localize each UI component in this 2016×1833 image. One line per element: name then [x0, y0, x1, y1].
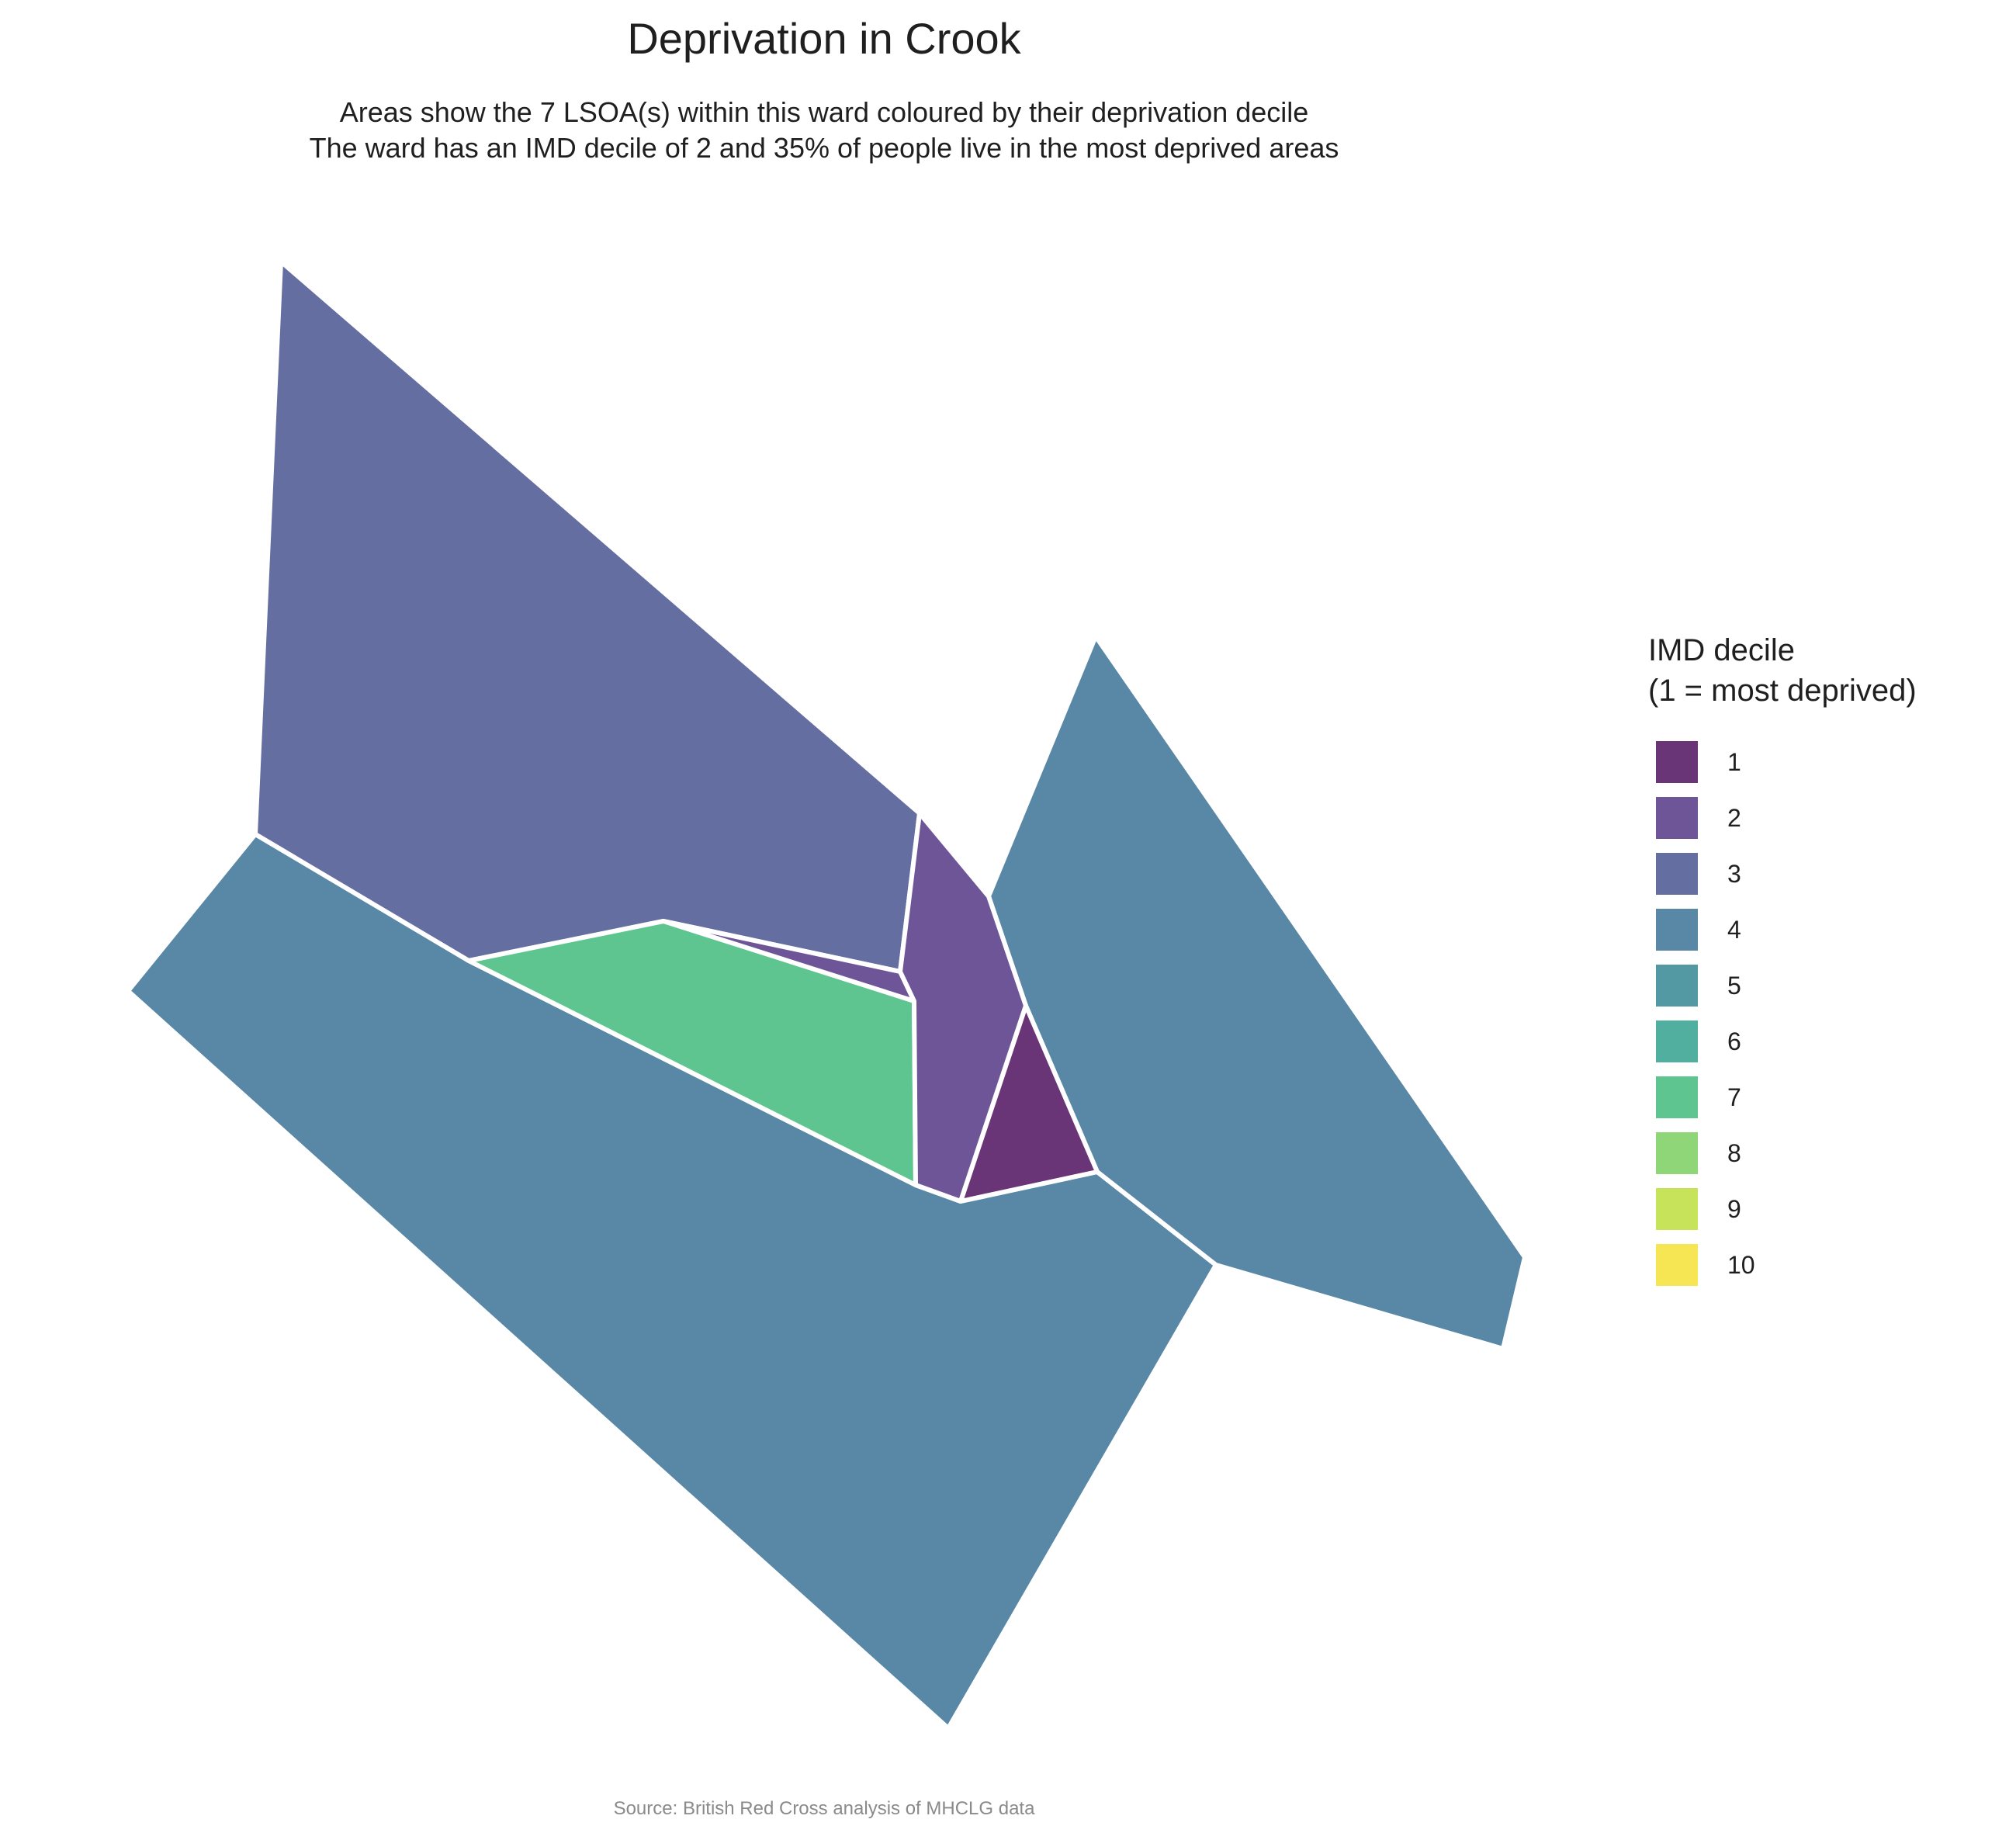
legend-title-line-2: (1 = most deprived) — [1648, 674, 1917, 708]
legend-item-6: 6 — [1648, 1014, 2005, 1069]
legend-swatch-4 — [1656, 909, 1698, 951]
map-subtitle-line-1: Areas show the 7 LSOA(s) within this war… — [339, 96, 1309, 128]
legend-swatch-10 — [1656, 1244, 1698, 1286]
lsoa-area-north-west — [253, 259, 922, 974]
legend-label-1: 1 — [1727, 747, 1741, 776]
legend-item-1: 1 — [1648, 734, 2005, 790]
legend-item-5: 5 — [1648, 958, 2005, 1014]
legend-item-9: 9 — [1648, 1181, 2005, 1237]
legend-item-4: 4 — [1648, 902, 2005, 958]
legend-label-5: 5 — [1727, 971, 1741, 1000]
legend-label-4: 4 — [1727, 915, 1741, 944]
legend-label-7: 7 — [1727, 1083, 1741, 1111]
legend-swatch-8 — [1656, 1132, 1698, 1174]
legend-item-3: 3 — [1648, 846, 2005, 902]
legend-swatch-9 — [1656, 1188, 1698, 1230]
legend-swatch-1 — [1656, 741, 1698, 783]
source-caption: Source: British Red Cross analysis of MH… — [613, 1798, 1035, 1819]
legend-swatch-5 — [1656, 965, 1698, 1007]
lsoa-area-triangle — [958, 1003, 1100, 1204]
legend-item-8: 8 — [1648, 1125, 2005, 1181]
map-title: Deprivation in Crook — [627, 14, 1021, 63]
legend: IMD decile (1 = most deprived) 1 2 3 4 5… — [1648, 630, 2005, 1293]
legend-label-8: 8 — [1727, 1138, 1741, 1167]
map-subtitle-line-2: The ward has an IMD decile of 2 and 35% … — [309, 132, 1339, 164]
legend-label-3: 3 — [1727, 859, 1741, 888]
legend-item-10: 10 — [1648, 1237, 2005, 1293]
legend-item-2: 2 — [1648, 790, 2005, 846]
legend-items: 1 2 3 4 5 6 7 8 — [1648, 734, 2005, 1293]
legend-swatch-6 — [1656, 1020, 1698, 1062]
legend-item-7: 7 — [1648, 1069, 2005, 1125]
legend-swatch-3 — [1656, 853, 1698, 895]
legend-swatch-2 — [1656, 797, 1698, 839]
legend-title-line-1: IMD decile — [1648, 633, 1795, 667]
legend-label-2: 2 — [1727, 803, 1741, 832]
lsoa-area-narrow-central — [898, 811, 1028, 1204]
legend-title: IMD decile (1 = most deprived) — [1648, 630, 2005, 711]
legend-swatch-7 — [1656, 1076, 1698, 1118]
legend-label-10: 10 — [1727, 1250, 1755, 1279]
legend-label-9: 9 — [1727, 1194, 1741, 1223]
legend-label-6: 6 — [1727, 1027, 1741, 1055]
